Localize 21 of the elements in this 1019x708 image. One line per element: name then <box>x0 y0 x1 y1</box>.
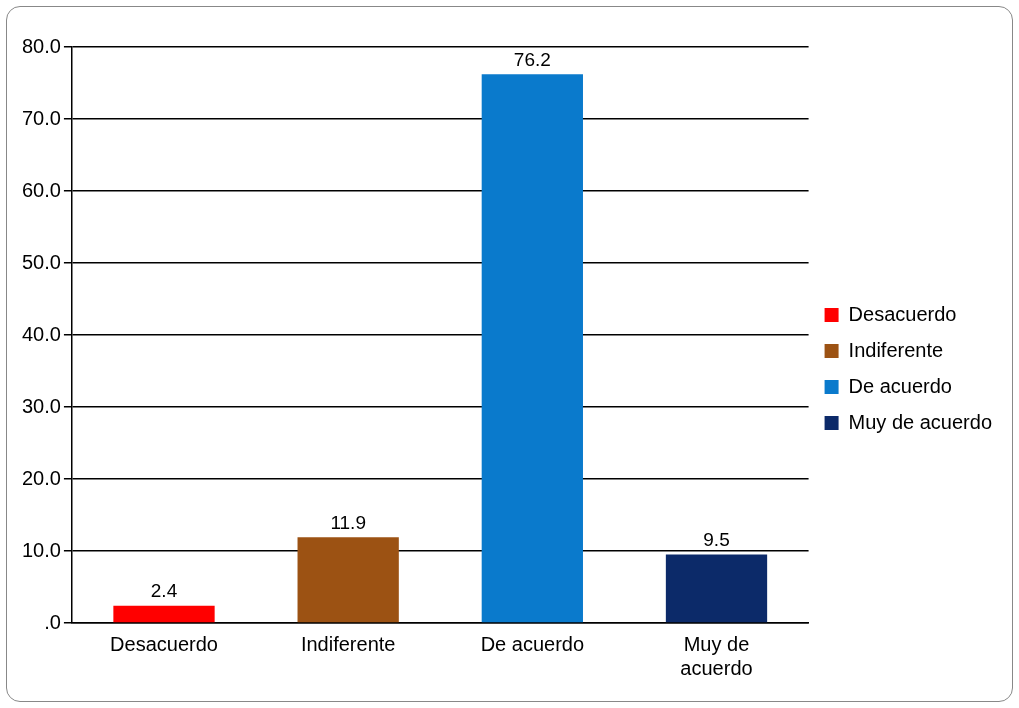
data-label: 9.5 <box>703 529 730 551</box>
y-tick-label: 70.0 <box>21 106 61 129</box>
y-tick-label: 80.0 <box>21 34 61 57</box>
y-tick-label: 10.0 <box>21 538 61 561</box>
data-label: 2.4 <box>150 580 178 602</box>
x-tick-label: Desacuerdo <box>110 632 218 655</box>
y-tick-label: 30.0 <box>21 394 61 417</box>
data-label: 11.9 <box>330 512 366 534</box>
legend-label: Indiferente <box>848 338 944 361</box>
legend-label: Muy de acuerdo <box>848 410 992 433</box>
y-tick-label: 40.0 <box>21 322 61 345</box>
y-tick-label: 60.0 <box>21 178 61 201</box>
y-tick-label: 20.0 <box>21 466 61 489</box>
legend-label: Desacuerdo <box>848 302 957 325</box>
data-label: 76.2 <box>513 49 551 71</box>
legend-label: De acuerdo <box>848 374 952 397</box>
x-tick-label: Indiferente <box>300 632 396 655</box>
x-tick-label: Muy de acuerdo <box>680 632 753 679</box>
y-tick-label: 50.0 <box>21 250 61 273</box>
y-tick-label: .0 <box>44 610 61 633</box>
x-tick-label: De acuerdo <box>480 632 585 655</box>
